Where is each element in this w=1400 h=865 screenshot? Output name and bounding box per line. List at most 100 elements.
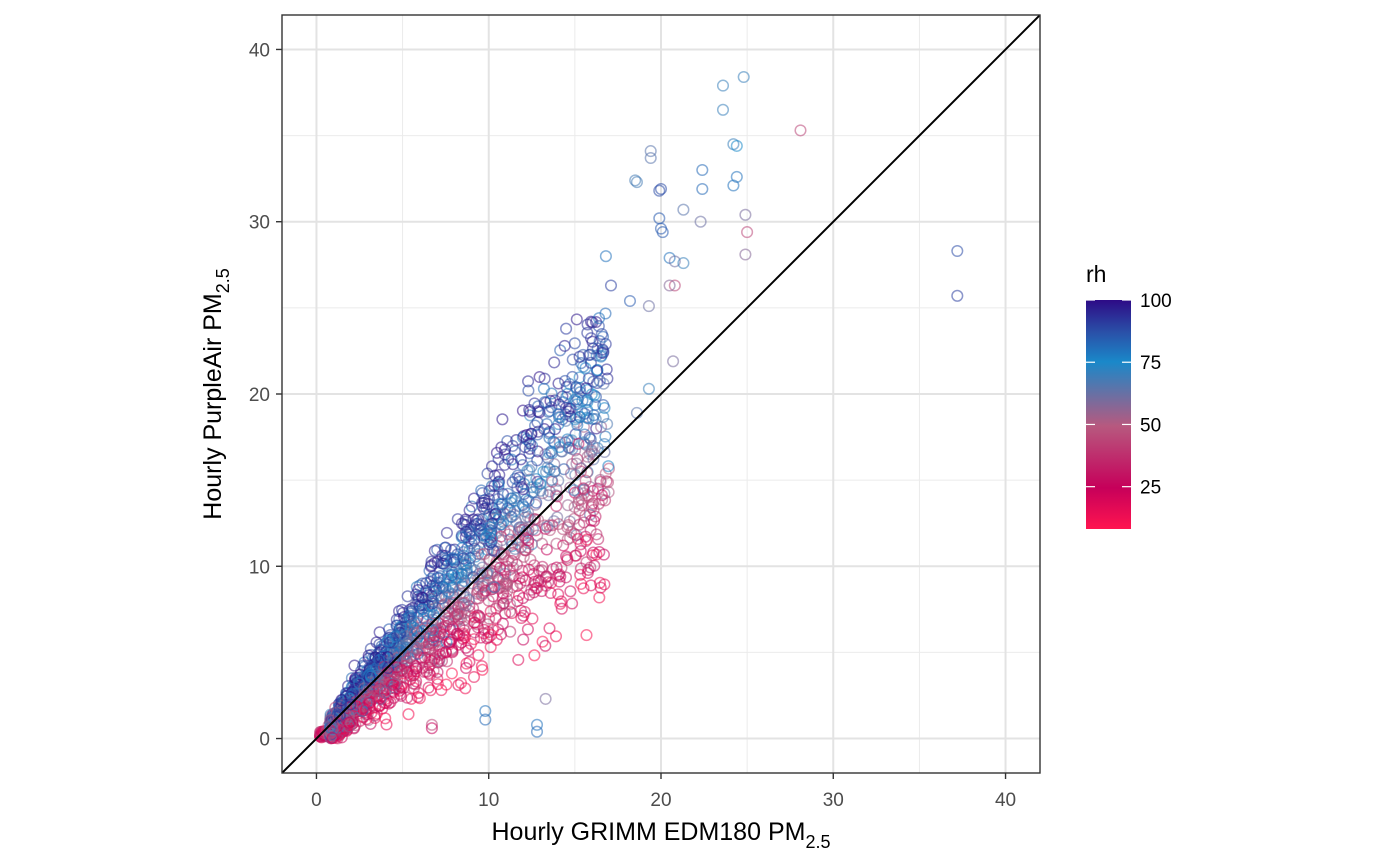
data-point — [459, 682, 472, 695]
data-point — [554, 411, 567, 424]
data-point — [656, 226, 669, 239]
data-point — [510, 434, 523, 447]
data-point — [599, 250, 612, 263]
data-point — [394, 645, 407, 658]
data-point — [604, 279, 618, 292]
data-point — [533, 370, 546, 384]
data-point — [564, 531, 577, 544]
data-point — [579, 474, 592, 487]
data-point — [497, 597, 510, 610]
data-point — [467, 492, 481, 505]
plot-panel — [281, 14, 1041, 774]
data-point — [794, 124, 807, 137]
data-point — [644, 145, 657, 158]
data-point — [581, 395, 594, 409]
data-point — [348, 704, 361, 717]
data-point — [348, 659, 361, 672]
data-point — [479, 713, 492, 726]
data-point — [439, 646, 452, 659]
data-point — [580, 629, 593, 642]
data-point — [561, 387, 574, 400]
data-point — [585, 444, 598, 457]
data-point — [416, 623, 429, 636]
data-point — [623, 294, 637, 308]
data-point — [516, 571, 529, 584]
data-point — [518, 605, 531, 618]
data-point — [559, 571, 573, 584]
legend-break-label: 25 — [1140, 478, 1161, 499]
data-point — [488, 479, 501, 492]
data-point — [433, 572, 446, 585]
data-point — [544, 586, 557, 600]
data-point — [570, 313, 583, 326]
data-point — [521, 623, 534, 636]
data-point — [452, 629, 465, 642]
x-axis-title: Hourly GRIMM EDM180 PM2.5 — [492, 818, 831, 852]
data-point — [527, 567, 540, 580]
data-point — [629, 174, 642, 187]
data-point — [422, 643, 435, 656]
data-point — [597, 399, 610, 412]
data-point — [571, 418, 584, 432]
data-point — [526, 612, 539, 625]
data-point — [549, 489, 562, 502]
data-point — [550, 537, 563, 550]
data-point — [540, 543, 553, 556]
data-point — [464, 610, 477, 623]
data-point — [598, 578, 611, 591]
data-point — [431, 543, 444, 556]
data-point — [411, 647, 424, 660]
data-point — [485, 628, 498, 642]
identity-reference-line — [282, 15, 1040, 773]
data-point — [531, 581, 544, 594]
data-point — [539, 448, 552, 461]
data-point — [357, 701, 370, 715]
data-point — [486, 567, 499, 580]
data-point — [739, 208, 752, 221]
data-point — [571, 532, 585, 545]
data-point — [425, 559, 438, 572]
data-point — [572, 437, 585, 450]
data-point — [517, 483, 530, 496]
data-point — [478, 496, 491, 509]
data-point — [531, 454, 544, 467]
data-point — [503, 598, 517, 611]
data-point — [480, 530, 493, 543]
data-point — [601, 417, 614, 431]
data-point — [599, 467, 612, 480]
data-point — [696, 182, 709, 196]
y-tick-label: 40 — [249, 40, 270, 61]
data-point — [727, 179, 740, 192]
data-point — [594, 581, 607, 594]
data-point — [493, 468, 506, 481]
data-point — [486, 544, 499, 557]
data-point — [480, 568, 493, 581]
data-point — [380, 718, 393, 731]
data-point — [566, 370, 579, 383]
data-point — [464, 637, 477, 651]
data-point — [568, 337, 581, 350]
data-point — [326, 731, 339, 745]
data-point — [514, 453, 527, 466]
data-point — [561, 553, 574, 566]
data-point — [386, 684, 399, 698]
data-point — [561, 499, 574, 512]
legend-break-label: 75 — [1140, 353, 1161, 374]
data-point — [557, 539, 570, 552]
data-point — [326, 723, 339, 736]
data-point — [488, 581, 501, 594]
data-point — [438, 541, 451, 554]
data-point — [587, 453, 600, 466]
data-point — [471, 609, 484, 622]
data-point — [496, 413, 509, 426]
data-point — [362, 649, 375, 662]
data-point — [431, 656, 444, 669]
x-axis: 0 10 20 30 40 — [311, 773, 1016, 811]
data-point — [668, 255, 681, 268]
data-point — [462, 534, 475, 547]
data-point — [587, 514, 601, 527]
data-point — [541, 461, 554, 474]
data-point — [739, 248, 752, 261]
data-point — [549, 630, 563, 643]
